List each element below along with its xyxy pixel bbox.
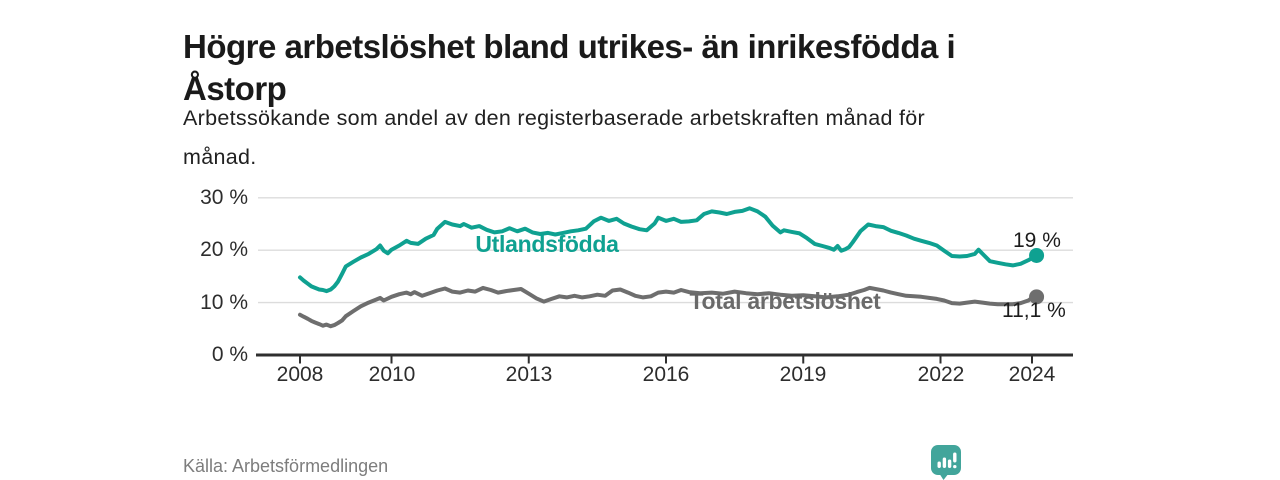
ytick-label-30: 30 % [200, 186, 248, 209]
xtick-label-2016: 2016 [642, 363, 690, 386]
series-end-dot-1 [1029, 289, 1045, 305]
newsworthy-logo: Newsworthy [930, 444, 1100, 480]
ytick-label-20: 20 % [200, 238, 248, 261]
series-label-utlandsfodda: Utlandsfödda [475, 231, 619, 257]
series-line-0 [298, 206, 1039, 294]
end-value-label-utlandsfodda: 19 % [1013, 229, 1061, 252]
ytick-label-10: 10 % [200, 291, 248, 314]
series-line-1 [298, 285, 1039, 329]
series-label-total-arbetsloshet: Total arbetslöshet [689, 288, 881, 314]
page-title-line-2: Åstorp [183, 70, 287, 108]
xtick-label-2022: 2022 [917, 363, 965, 386]
xtick-label-2010: 2010 [368, 363, 416, 386]
ytick-label-0: 0 % [211, 343, 248, 366]
chart-subtitle-line-2: månad. [183, 145, 257, 169]
xtick-label-2024: 2024 [1008, 363, 1056, 386]
newsworthy-logo-icon [931, 445, 961, 480]
source-attribution: Källa: Arbetsförmedlingen [183, 456, 389, 476]
series-end-dot-0 [1029, 247, 1045, 263]
xtick-label-2008: 2008 [276, 363, 324, 386]
end-value-label-total: 11,1 % [1002, 299, 1066, 322]
xtick-label-2019: 2019 [779, 363, 827, 386]
chart-subtitle-line-1: Arbetssökande som andel av den registerb… [183, 106, 925, 130]
page-title-line-1: Högre arbetslöshet bland utrikes- än inr… [183, 28, 956, 66]
xtick-label-2013: 2013 [505, 363, 553, 386]
